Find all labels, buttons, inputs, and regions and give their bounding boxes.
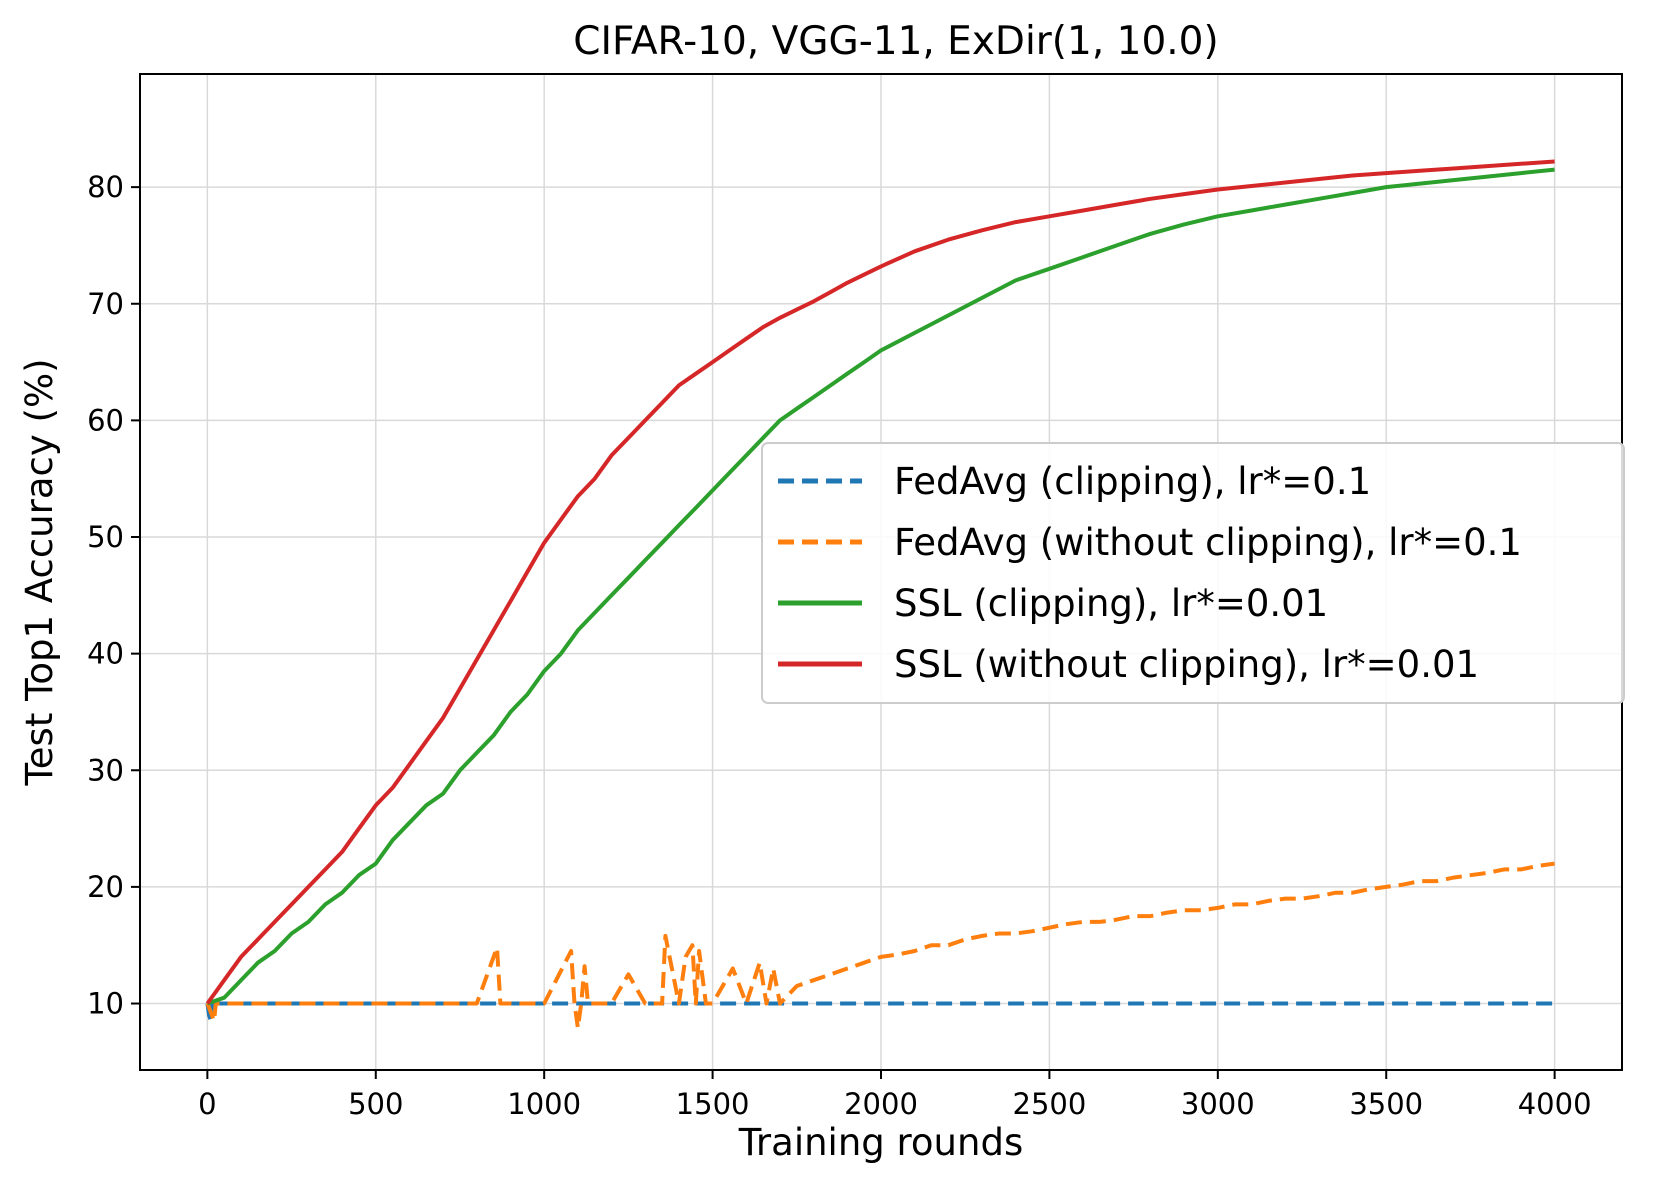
x-tick-label: 1500: [676, 1087, 750, 1121]
legend-label: FedAvg (without clipping), lr*=0.1: [894, 521, 1522, 564]
y-axis-label: Test Top1 Accuracy (%): [18, 358, 61, 786]
series-layer: [205, 159, 1555, 1030]
y-tick-label: 70: [87, 287, 124, 321]
x-tick-label: 3500: [1349, 1087, 1423, 1121]
x-tick-label: 0: [198, 1087, 216, 1121]
y-tick-label: 10: [87, 987, 124, 1021]
x-tick-label: 500: [348, 1087, 403, 1121]
series-line-fedavg-without-clipping-lr-0-1: [205, 861, 1555, 1030]
x-axis-ticks: 0 500 1000 1500 2000 2500 3000 3500 4000: [198, 1070, 1592, 1121]
legend-label: FedAvg (clipping), lr*=0.1: [894, 460, 1371, 503]
x-tick-label: 4000: [1518, 1087, 1592, 1121]
legend-label: SSL (without clipping), lr*=0.01: [894, 643, 1479, 686]
y-tick-label: 80: [87, 170, 124, 204]
legend-label: SSL (clipping), lr*=0.01: [894, 582, 1328, 625]
chart-title: CIFAR-10, VGG-11, ExDir(1, 10.0): [573, 19, 1218, 64]
x-tick-label: 3000: [1181, 1087, 1255, 1121]
y-tick-label: 60: [87, 403, 124, 437]
x-tick-label: 2000: [844, 1087, 918, 1121]
y-tick-label: 20: [87, 870, 124, 904]
series-line-ssl-clipping-lr-0-01: [206, 167, 1555, 1006]
legend: FedAvg (clipping), lr*=0.1 FedAvg (withou…: [761, 442, 1625, 704]
y-axis-ticks: 10 20 30 40 50 60 70 80: [87, 170, 140, 1021]
y-tick-label: 30: [87, 753, 124, 787]
x-tick-label: 1000: [507, 1087, 581, 1121]
y-tick-label: 40: [87, 637, 124, 671]
x-tick-label: 2500: [1013, 1087, 1087, 1121]
x-axis-label: Training rounds: [738, 1121, 1023, 1164]
y-tick-label: 50: [87, 520, 124, 554]
legend-box: [761, 442, 1625, 704]
series-line-ssl-without-clipping-lr-0-01: [205, 159, 1555, 1005]
